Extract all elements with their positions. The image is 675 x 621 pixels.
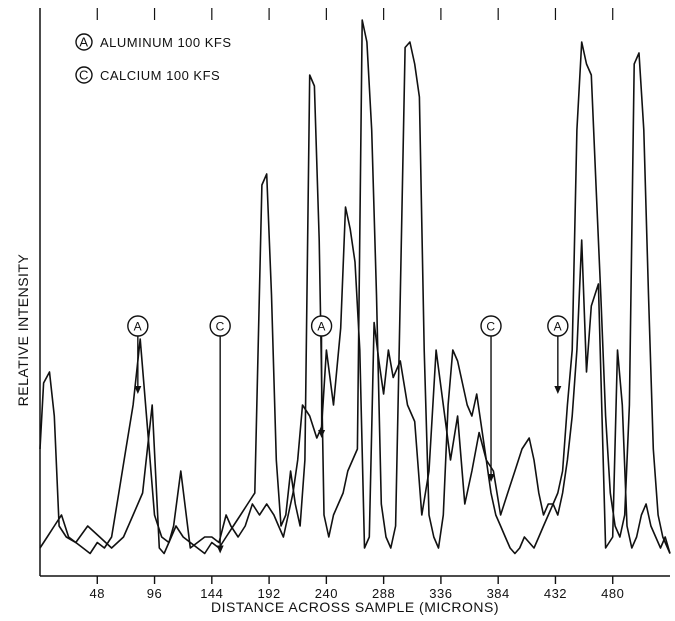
annotation-letter: A	[134, 320, 143, 334]
x-tick-label: 192	[257, 586, 280, 601]
trace-aluminum	[39, 206, 671, 555]
x-tick-label: 384	[487, 586, 510, 601]
x-axis-title: DISTANCE ACROSS SAMPLE (MICRONS)	[211, 599, 499, 615]
legend-marker-letter: C	[79, 68, 89, 83]
legend-item-aluminum: A ALUMINUM 100 KFS	[75, 33, 232, 51]
legend-item-calcium: C CALCIUM 100 KFS	[75, 66, 220, 84]
trace-calcium	[39, 19, 671, 555]
annotation-arrow-head	[487, 474, 495, 482]
legend-label: CALCIUM 100 KFS	[100, 68, 220, 83]
top-tick-marks	[96, 8, 614, 20]
x-tick-label: 96	[147, 586, 162, 601]
legend-label: ALUMINUM 100 KFS	[100, 35, 232, 50]
annotation-marker: C	[209, 315, 231, 554]
annotation-marker: A	[310, 315, 333, 438]
x-tick-label: 240	[315, 586, 338, 601]
annotation-arrow-head	[134, 386, 142, 394]
annotation-letter: C	[216, 320, 225, 334]
plot-traces	[39, 19, 671, 555]
legend-marker-circle	[75, 66, 93, 84]
legend: A ALUMINUM 100 KFS C CALCIUM 100 KFS	[75, 33, 232, 84]
annotation-letter: A	[554, 320, 563, 334]
annotation-marker: A	[547, 315, 569, 394]
legend-marker-letter: A	[79, 35, 88, 50]
annotation-arrow-head	[318, 430, 326, 438]
annotation-arrow-head	[216, 545, 224, 554]
annotation-letter: A	[317, 320, 326, 334]
annotation-marker: A	[127, 315, 149, 394]
annotation-arrow-head	[554, 386, 562, 394]
x-tick-label: 432	[544, 586, 567, 601]
annotation-letter: C	[486, 320, 495, 334]
x-axis-ticks: 48 96 144 192 240 288 336 384 432 480	[90, 576, 624, 601]
x-tick-label: 288	[372, 586, 395, 601]
x-tick-label: 48	[90, 586, 105, 601]
legend-marker-circle	[75, 33, 93, 51]
y-axis-title: RELATIVE INTENSITY	[15, 254, 31, 407]
x-tick-label: 144	[200, 586, 223, 601]
x-tick-label: 480	[601, 586, 624, 601]
annotation-marker: C	[480, 315, 502, 482]
x-tick-label: 336	[429, 586, 452, 601]
